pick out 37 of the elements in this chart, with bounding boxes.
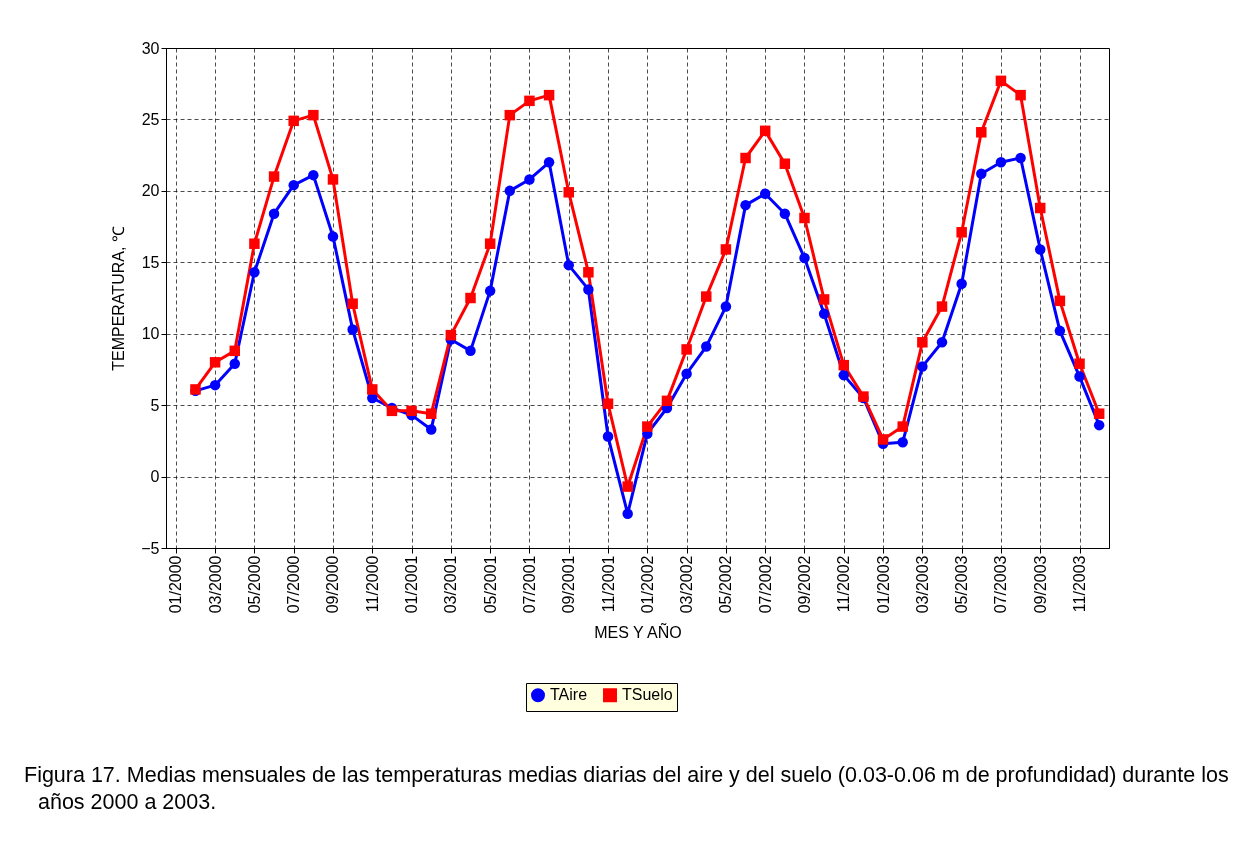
x-tick-label: 03/2000 bbox=[206, 555, 224, 614]
x-tick-label: 11/2003 bbox=[1071, 555, 1089, 613]
x-tick-label: 05/2001 bbox=[481, 555, 499, 614]
x-tick-label: 11/2000 bbox=[363, 555, 381, 613]
x-tick-label: 01/2002 bbox=[638, 555, 656, 614]
y-tick-label: 0 bbox=[150, 468, 160, 486]
x-tick-label: 05/2003 bbox=[953, 555, 971, 614]
x-tick-label: 03/2002 bbox=[678, 555, 696, 614]
x-tick-label: 05/2002 bbox=[717, 555, 735, 614]
y-tick-label: 10 bbox=[141, 325, 160, 343]
y-tick-label: −5 bbox=[141, 539, 160, 557]
x-tick-label: 03/2001 bbox=[442, 555, 460, 614]
y-tick-label: 15 bbox=[141, 253, 160, 271]
legend-label: TSuelo bbox=[622, 686, 673, 704]
x-tick-label: 09/2001 bbox=[560, 555, 578, 614]
y-axis-title: TEMPERATURA, ℃ bbox=[110, 226, 128, 371]
x-tick-label: 05/2000 bbox=[245, 555, 263, 614]
x-tick-label: 09/2003 bbox=[1031, 555, 1049, 614]
x-tick-label: 07/2003 bbox=[992, 555, 1010, 614]
x-tick-label: 01/2003 bbox=[874, 555, 892, 614]
x-tick-label: 07/2001 bbox=[520, 555, 538, 614]
x-axis-title: MES Y AÑO bbox=[594, 622, 682, 642]
x-tick-label: 11/2002 bbox=[835, 555, 853, 613]
y-tick-label: 30 bbox=[141, 39, 160, 57]
text: Figura 17. Medias mensuales de las temperaturas medias diarias del aire y del suelo (0.03-0.06 m de profundidad) durante los años 2000 a 2003. bbox=[24, 762, 1230, 816]
y-tick-label: 25 bbox=[141, 110, 160, 128]
x-tick-label: 01/2000 bbox=[167, 555, 185, 614]
x-tick-label: 07/2002 bbox=[756, 555, 774, 614]
x-tick-label: 09/2000 bbox=[324, 555, 342, 614]
x-tick-label: 09/2002 bbox=[795, 555, 813, 614]
legend-label: TAire bbox=[550, 686, 588, 704]
y-tick-label: 20 bbox=[141, 182, 160, 200]
x-tick-label: 03/2003 bbox=[913, 555, 931, 614]
x-tick-label: 07/2000 bbox=[285, 555, 303, 614]
x-tick-label: 01/2001 bbox=[403, 555, 421, 614]
x-tick-label: 11/2001 bbox=[599, 555, 617, 613]
y-tick-label: 5 bbox=[150, 396, 160, 414]
